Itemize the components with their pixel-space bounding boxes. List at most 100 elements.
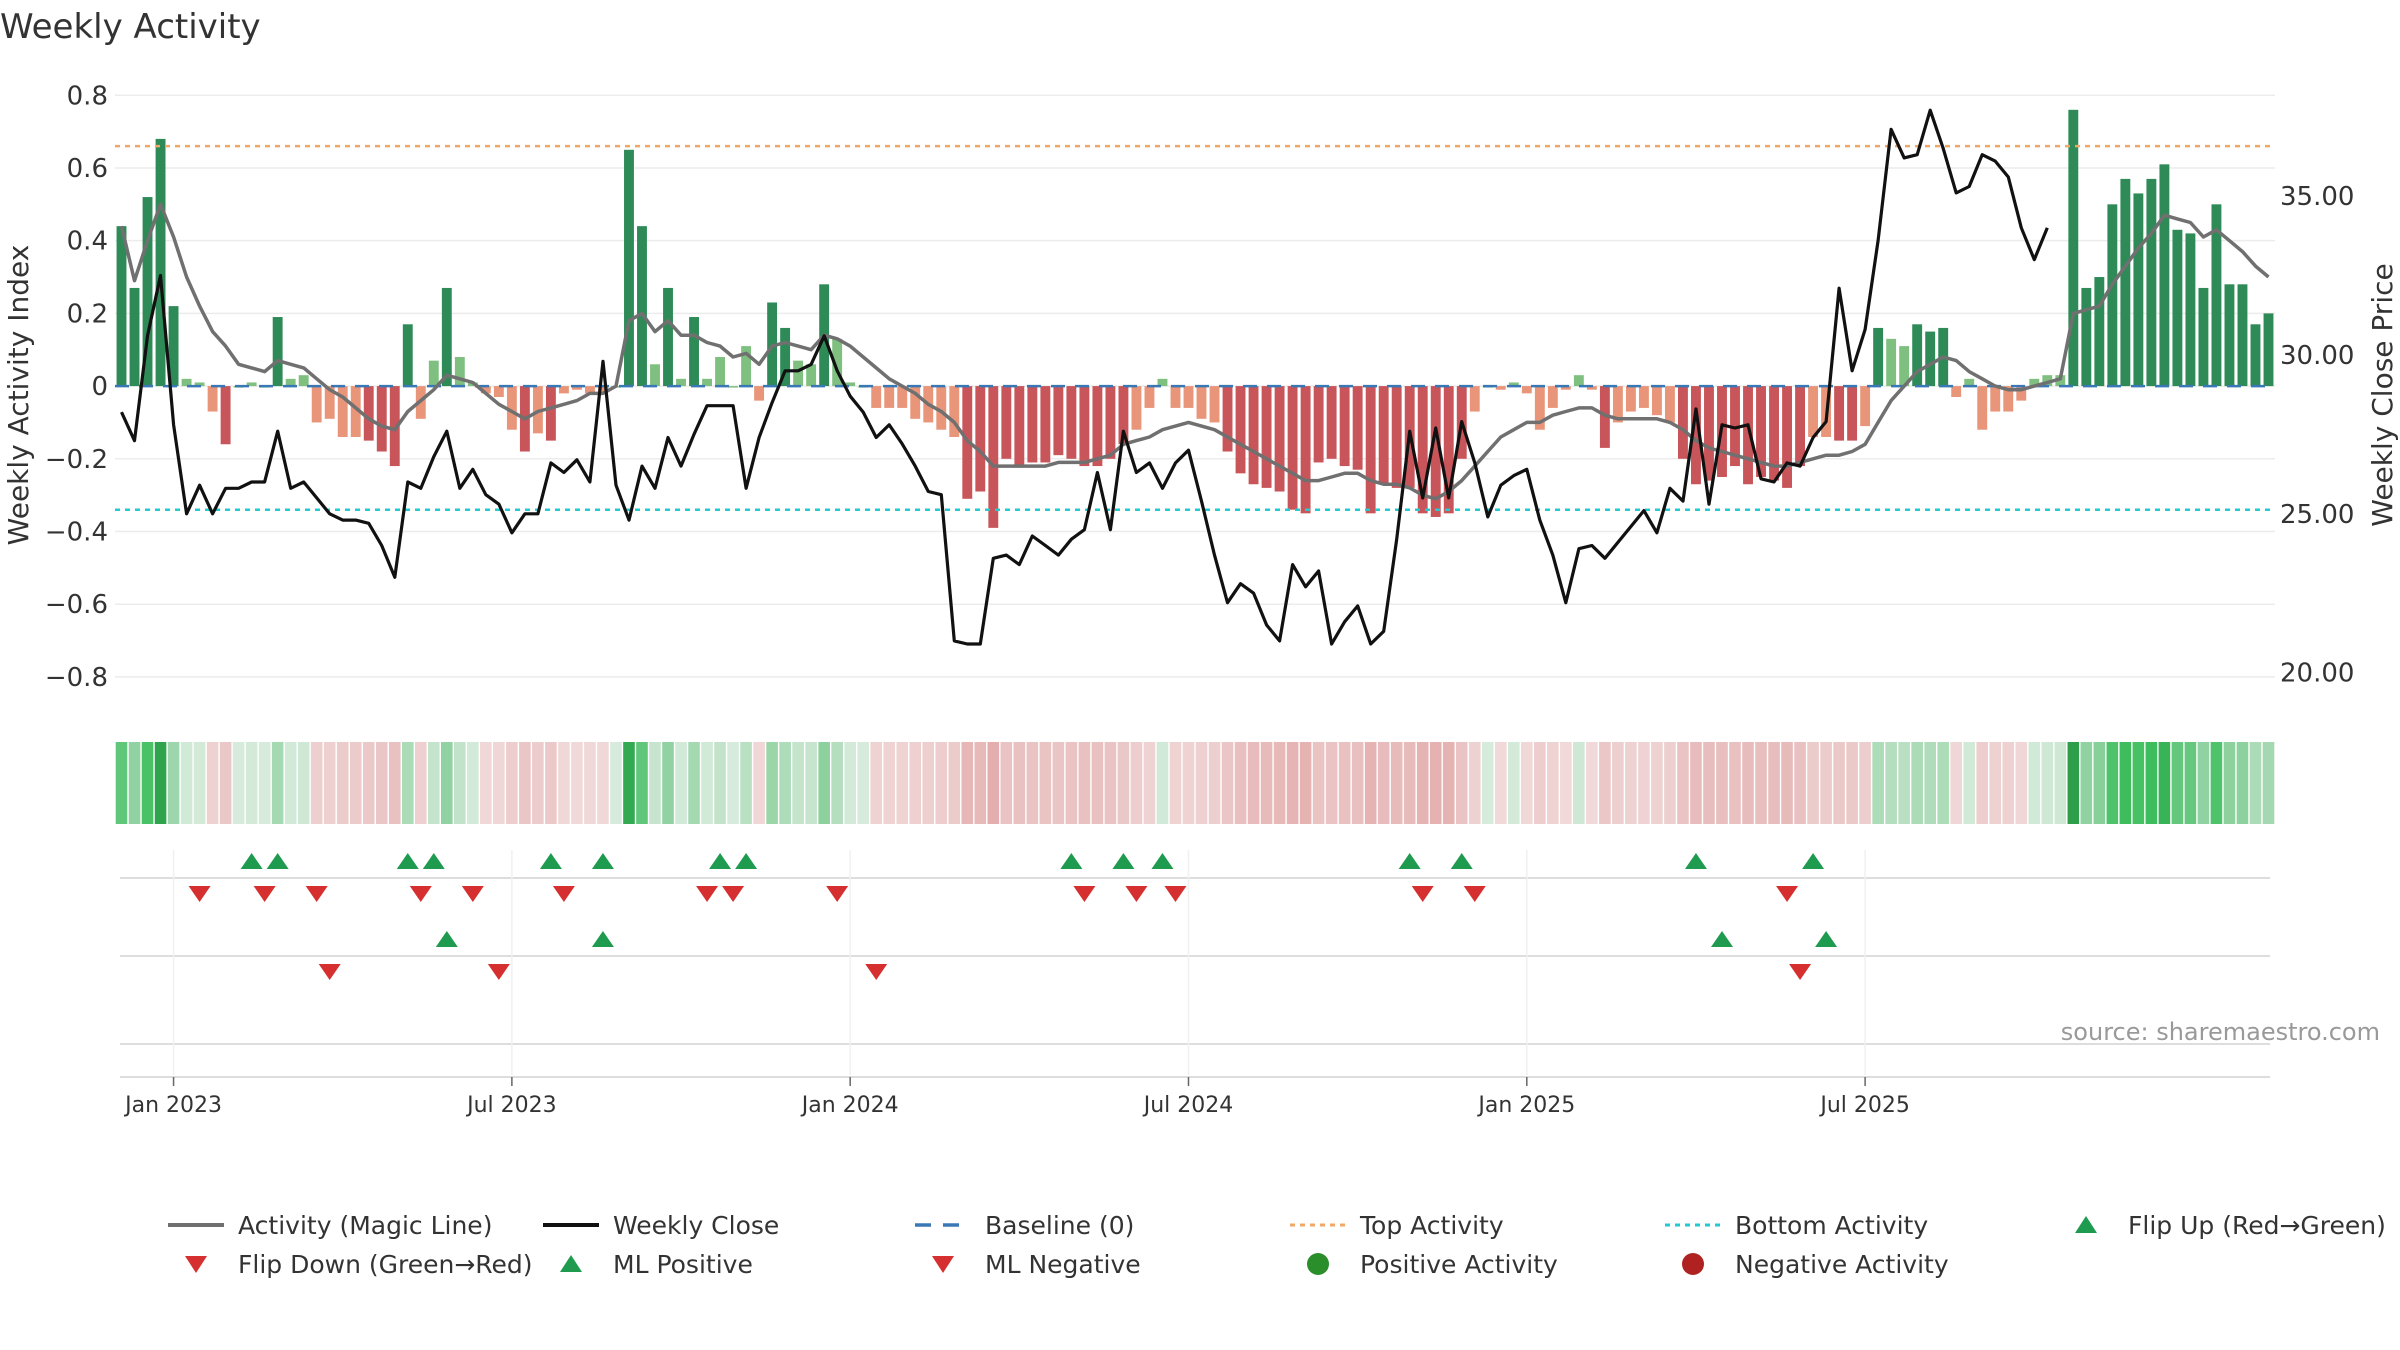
heat-cell [1586,742,1598,824]
flip-down-marker [188,886,211,902]
activity-bar [194,382,205,387]
legend-label: Weekly Close [613,1211,779,1240]
heat-cell [922,742,935,824]
heat-cell [1390,742,1403,824]
weekly-close-line [120,108,2049,646]
flip-up-marker [735,853,758,869]
flip-down-marker [696,886,719,902]
activity-bar [754,386,765,401]
activity-bar [311,386,322,423]
heat-cell [128,742,141,824]
heat-cell [180,742,193,824]
legend-label: Bottom Activity [1735,1211,1928,1240]
y-axis-label-right: Weekly Close Price [2366,263,2399,526]
heat-cell [1052,742,1065,824]
flip-down-marker [1463,886,1486,902]
heat-cell [349,742,362,824]
activity-bar [337,386,348,437]
flip-up-marker [1450,853,1473,869]
heat-cell [271,742,284,824]
heat-cell [1286,742,1299,824]
activity-bar [1808,386,1819,437]
activity-bar [1964,378,1975,387]
heat-cell [1351,742,1364,824]
x-tick-label: Jul 2024 [1142,1093,1234,1118]
flip-down-marker [1411,886,1434,902]
activity-bar [2237,284,2248,387]
activity-bar [1873,327,1884,387]
activity-bar [702,378,712,387]
activity-bar [806,364,817,387]
heat-cell [2171,742,2184,824]
flip-up-marker [422,853,445,869]
heat-cell [558,742,570,824]
heat-cell [2002,742,2015,824]
heat-cell [1065,742,1078,824]
activity-bar [129,287,140,387]
heat-cell [1664,742,1676,824]
heat-cell [1130,742,1143,824]
heat-cell [2106,742,2119,824]
activity-bar [2094,277,2105,387]
activity-bar [2159,164,2170,387]
legend-label: Activity (Magic Line) [238,1211,492,1240]
heat-cell [1911,742,1923,824]
heat-cell [2119,742,2132,824]
activity-bar [155,138,166,387]
legend-item: Top Activity [1290,1211,1504,1240]
heat-cell [2067,742,2080,824]
activity-bar [246,382,257,387]
activity-bar [1352,386,1363,470]
heat-cell [2210,742,2223,824]
activity-bar [1170,386,1181,408]
heat-cell [636,742,648,824]
heat-cell [1781,742,1793,824]
heat-cell [2236,742,2249,824]
activity-bar [2263,313,2274,387]
activity-bar [2068,109,2079,387]
activity-bar [936,386,947,430]
activity-bar [1743,386,1753,485]
legend-label: Negative Activity [1735,1250,1949,1279]
heat-cell [480,742,492,824]
activity-bar [1079,386,1090,467]
activity-bar [2211,204,2222,387]
x-tick-label: Jan 2023 [123,1093,222,1118]
activity-bar [1391,386,1402,488]
activity-bar [1664,386,1675,423]
y-right-ticks: 35.00 30.00 25.00 20.00 [2280,182,2354,689]
flip-up-marker [396,853,419,869]
activity-bar [1144,386,1155,408]
heat-cell [1820,742,1832,824]
magic-line [119,202,2270,501]
flip-down-marker [1125,886,1148,902]
heat-cell [323,742,336,824]
activity-bar [1092,386,1103,467]
activity-bar [2120,178,2131,387]
activity-bar [1027,386,1038,463]
activity-bar [2107,204,2118,387]
heat-cell [2197,742,2210,824]
activity-bar [493,386,504,397]
heat-cell [1885,742,1897,824]
heat-cell [1794,742,1806,824]
heat-cell [193,742,206,824]
heat-cell [1625,742,1637,824]
heat-cell [727,742,739,824]
heat-cell [1377,742,1390,824]
activity-bar [1118,386,1129,445]
heat-cell [545,742,557,824]
heat-cell [1950,742,1963,824]
activity-bar [1860,386,1871,427]
heat-cell [427,742,440,824]
heat-cell [1521,742,1533,824]
y-left-tick-label: 0.2 [67,299,108,329]
activity-bar [2055,375,2066,387]
activity-bar [975,386,986,492]
x-tick-label: Jul 2025 [1818,1093,1910,1118]
y-left-tick-label: 0.6 [67,154,108,184]
activity-bar [780,327,791,387]
heat-cell [766,742,778,824]
activity-bar [389,386,400,467]
heat-cell [1768,742,1780,824]
